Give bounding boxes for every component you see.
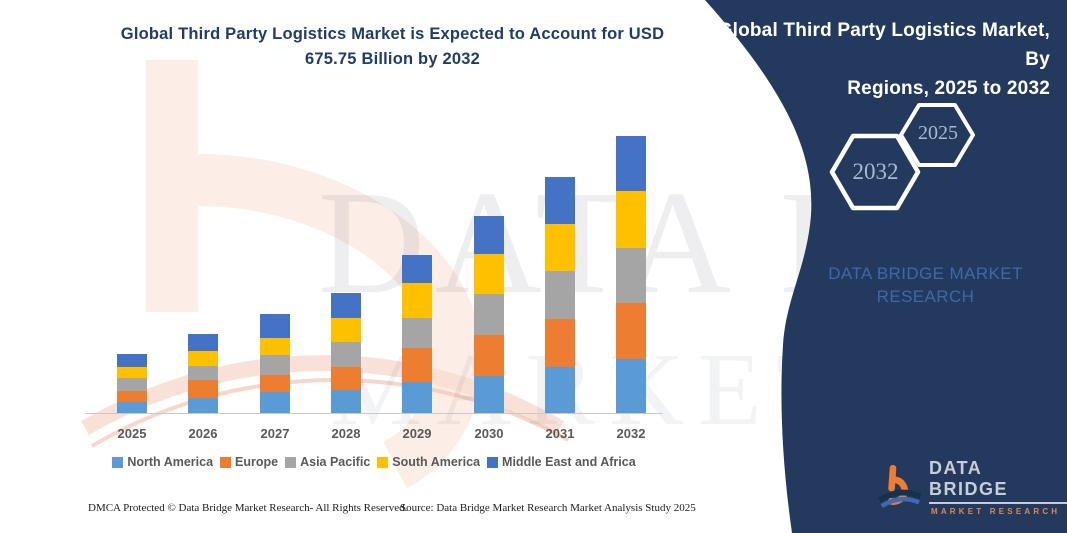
legend-label: North America [127,455,214,469]
stacked-bar-2032 [616,135,646,413]
chart-title-line1: Global Third Party Logistics Market is E… [120,25,665,43]
bar-segment [545,176,575,225]
x-axis-label: 2028 [331,426,361,441]
x-axis-label: 2026 [188,426,218,441]
legend-label: Europe [235,455,279,469]
x-axis-label: 2032 [616,426,646,441]
bar-segment [260,338,290,356]
dbmr-logo-text: DATA BRIDGE MARKET RESEARCH [928,458,1067,516]
bar-segment [402,347,432,382]
bar-segment [402,283,432,318]
panel-title: Global Third Party Logistics Market, By … [710,16,1050,103]
bar-segment [188,397,218,413]
panel-brand-watermark: DATA BRIDGE MARKET RESEARCH [828,262,1023,308]
bar-segment [545,224,575,272]
chart-title-line2: 675.75 Billion by 2032 [305,50,480,68]
bar-segment [331,317,361,342]
stacked-bar-2031 [545,176,575,413]
legend-label: Middle East and Africa [502,455,636,469]
bar-segment [188,379,218,398]
legend-item: Middle East and Africa [487,455,636,469]
legend-item: North America [112,455,213,469]
bar-segment [260,392,290,413]
bar-segment [117,377,147,391]
legend-item: Europe [220,455,278,469]
bar-segment [616,135,646,191]
hexagon-2025-label: 2025 [918,122,958,144]
bar-segment [117,401,147,413]
legend-label: Asia Pacific [300,455,371,469]
stacked-bar-2030 [474,215,504,413]
bar-segment [474,376,504,413]
bar-segment [616,358,646,413]
dbmr-logo-b-icon [878,465,922,508]
stacked-bar-2025 [117,353,147,413]
bar-segment [188,365,218,380]
x-axis-label: 2030 [474,426,504,441]
bar-segment [402,381,432,413]
legend-item: South America [377,455,480,469]
bar-segment [616,190,646,248]
bar-segment [402,317,432,348]
footer-source: Source: Data Bridge Market Research Mark… [400,502,696,514]
x-axis-label: 2031 [545,426,575,441]
panel-brand-watermark-line1: DATA BRIDGE MARKET [828,264,1023,283]
legend-marker [220,456,232,468]
bar-segment [260,314,290,339]
legend-item: Asia Pacific [285,455,370,469]
bar-segment [188,350,218,366]
dbmr-logo: DATA BRIDGE MARKET RESEARCH [878,458,1067,516]
bar-segment [331,390,361,413]
x-axis-label: 2025 [117,426,147,441]
bar-segment [545,319,575,368]
bar-segment [260,375,290,393]
panel-brand-watermark-line2: RESEARCH [876,287,975,306]
bar-segment [188,333,218,351]
panel-title-line1: Global Third Party Logistics Market, By [717,20,1050,70]
bar-segment [474,215,504,254]
bar-segment [545,271,575,320]
bar-segment [117,366,147,378]
stacked-bar-2026 [188,333,218,413]
bar-segment [616,302,646,359]
bar-segment [260,355,290,376]
hexagon-2032-label: 2032 [852,159,899,184]
stacked-bar-2027 [260,314,290,413]
bar-segment [474,335,504,377]
legend-marker [112,456,124,468]
legend: North America Europe Asia Pacific South Ame… [85,455,663,469]
stacked-bar-2028 [331,292,361,413]
legend-marker [377,456,389,468]
bar-segment [331,292,361,318]
x-axis-label: 2027 [260,426,290,441]
panel-title-line2: Regions, 2025 to 2032 [847,78,1050,99]
bar-segment [117,353,147,367]
bar-segment [402,255,432,284]
chart-title: Global Third Party Logistics Market is E… [85,22,700,72]
bar-segment [331,342,361,367]
bar-segment [616,247,646,303]
logo-wordmark: DATA BRIDGE [928,458,1067,504]
bar-segment [474,294,504,336]
bar-segment [474,253,504,295]
legend-marker [487,456,499,468]
bar-segment [545,367,575,413]
legend-marker [285,456,297,468]
bar-segment [331,367,361,390]
legend-label: South America [392,455,481,469]
stacked-bar-2029 [402,255,432,413]
logo-subtext: MARKET RESEARCH [930,507,1061,516]
footer-copyright: DMCA Protected © Data Bridge Market Rese… [88,502,408,514]
x-axis-label: 2029 [402,426,432,441]
bar-segment [117,390,147,402]
